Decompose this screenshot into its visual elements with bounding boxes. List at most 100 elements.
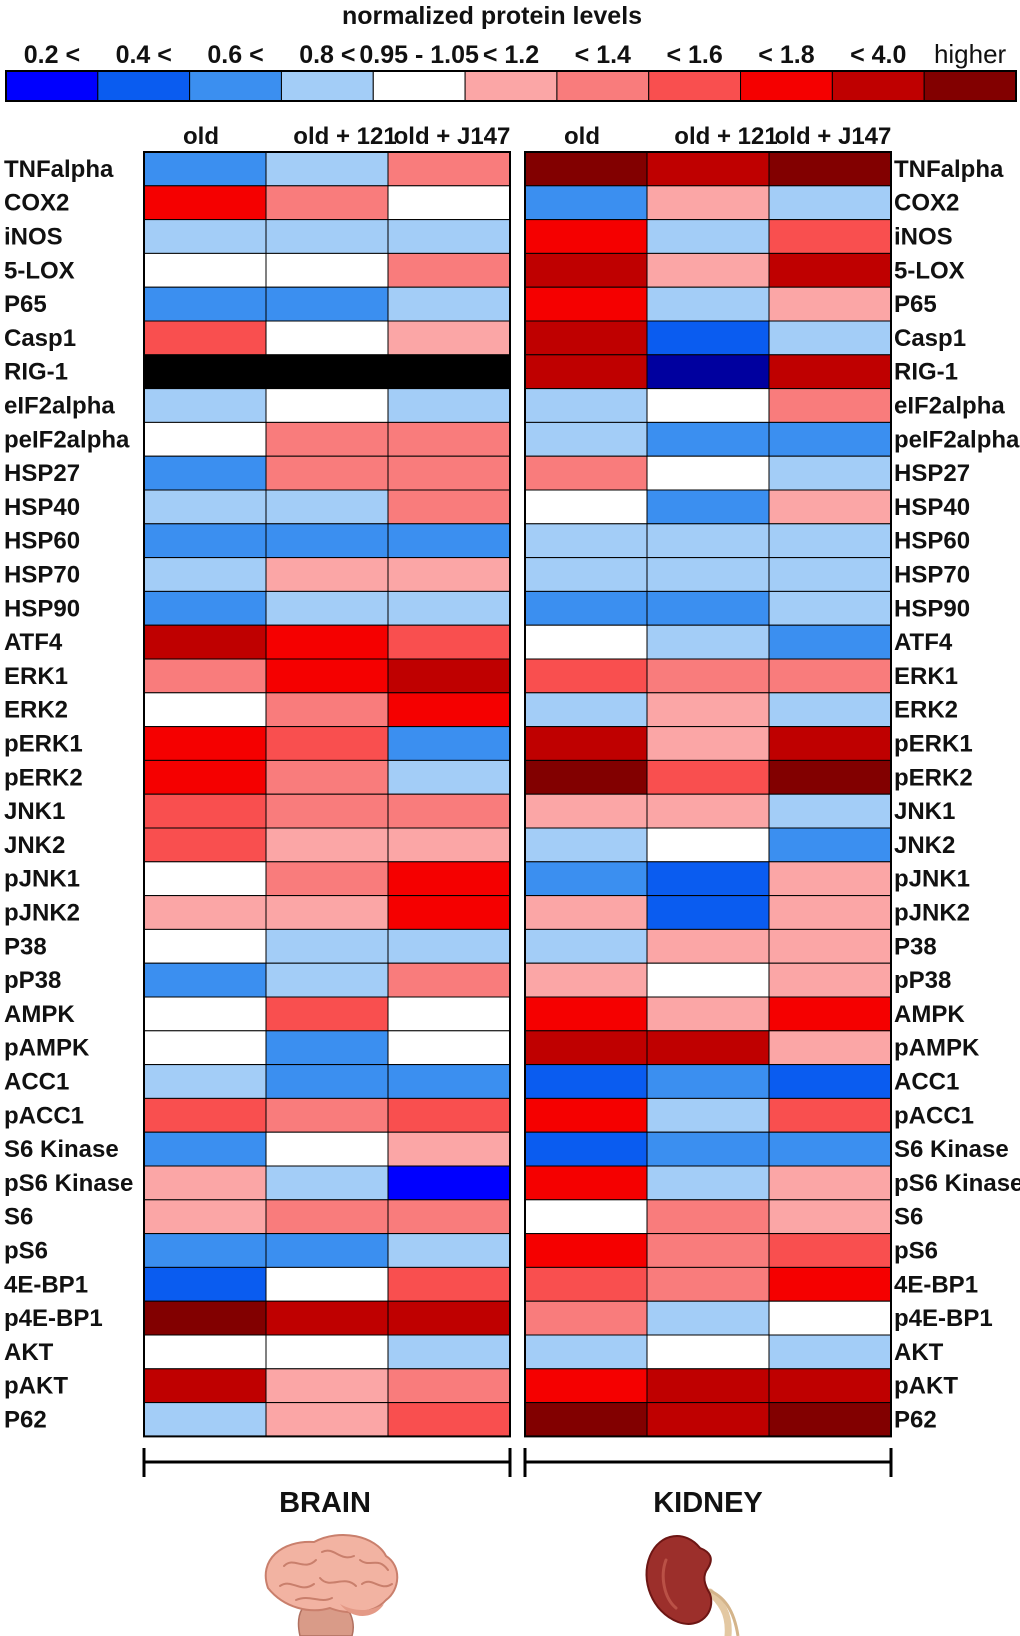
brain-cell-pacc1-old-121	[265, 1097, 389, 1133]
legend-label: 0.8 <	[299, 41, 355, 69]
kidney-cell-p65-old-j147	[768, 286, 892, 322]
kidney-cell-cox2-old	[524, 185, 648, 221]
brain-cell-p65-old-j147	[387, 286, 511, 322]
kidney-cell-4e-bp1-old-j147	[768, 1266, 892, 1302]
kidney-cell-tnfalpha-old-121	[646, 151, 770, 187]
brain-cell-acc1-old-121	[265, 1064, 389, 1099]
kidney-cell-tnfalpha-old	[524, 151, 648, 187]
brain-cell-5-lox-old	[143, 252, 267, 288]
kidney-cell-eif2alpha-old-j147	[768, 388, 892, 423]
brain-cell-casp1-old-121	[265, 320, 389, 356]
row-label-right: HSP90	[894, 595, 970, 622]
kidney-cell-p38-old-j147	[768, 928, 892, 964]
kidney-cell-pacc1-old	[524, 1097, 648, 1133]
kidney-cell-pakt-old-j147	[768, 1368, 892, 1404]
kidney-cell-erk1-old-121	[646, 658, 770, 694]
kidney-cell-rig-1-old-121	[646, 354, 770, 390]
kidney-cell-akt-old	[524, 1334, 648, 1370]
kidney-cell-pjnk1-old	[524, 861, 648, 897]
kidney-cell-pampk-old	[524, 1030, 648, 1066]
legend-swatch-b3	[189, 70, 282, 102]
kidney-column-header: old + 121	[674, 123, 777, 150]
brain-cell-rig-1-old-121	[265, 354, 389, 390]
brain-cell-perk1-old-121	[265, 726, 389, 761]
legend-label: 0.95 - 1.05	[359, 41, 479, 69]
kidney-cell-hsp60-old	[524, 523, 648, 559]
row-label-left: P38	[4, 933, 47, 960]
kidney-cell-ampk-old-j147	[768, 996, 892, 1032]
kidney-cell-ps6-kinase-old	[524, 1165, 648, 1201]
brain-cell-hsp70-old	[143, 557, 267, 592]
kidney-cell-4e-bp1-old	[524, 1266, 648, 1302]
brain-cell-p38-old-j147	[387, 928, 511, 964]
brain-cell-akt-old-j147	[387, 1334, 511, 1370]
brain-grid-frame	[143, 151, 511, 1438]
legend-swatches	[5, 70, 1017, 102]
row-label-left: COX2	[4, 190, 69, 217]
legend-swatch-r4	[740, 70, 833, 102]
kidney-cell-rig-1-old-j147	[768, 354, 892, 390]
brain-cell-perk2-old-121	[265, 759, 389, 795]
legend-swatch-b1	[5, 70, 99, 102]
brain-cell-4e-bp1-old-121	[265, 1266, 389, 1302]
row-label-right: p4E-BP1	[894, 1305, 993, 1332]
row-label-left: pERK1	[4, 731, 83, 758]
brain-cell-pjnk2-old-j147	[387, 895, 511, 930]
kidney-cell-ps6-old-j147	[768, 1233, 892, 1268]
brain-cell-4e-bp1-old-j147	[387, 1266, 511, 1302]
brain-cell-inos-old	[143, 219, 267, 254]
brain-cell-s6-old-j147	[387, 1199, 511, 1235]
kidney-cell-p4e-bp1-old	[524, 1300, 648, 1336]
brain-cell-jnk2-old-121	[265, 827, 389, 863]
kidney-cell-rig-1-old	[524, 354, 648, 390]
brain-cell-pjnk2-old-121	[265, 895, 389, 930]
row-label-left: ERK2	[4, 697, 68, 724]
kidney-cell-pampk-old-121	[646, 1030, 770, 1066]
kidney-cell-atf4-old-j147	[768, 624, 892, 660]
row-label-right: eIF2alpha	[894, 393, 1005, 420]
brain-cell-p62-old-j147	[387, 1402, 511, 1437]
kidney-cell-perk2-old-121	[646, 759, 770, 795]
brain-cell-cox2-old-j147	[387, 185, 511, 221]
legend-label: higher	[934, 39, 1007, 69]
kidney-cell-acc1-old-121	[646, 1064, 770, 1099]
brain-cell-pp38-old-j147	[387, 962, 511, 998]
kidney-cell-akt-old-121	[646, 1334, 770, 1370]
brain-cell-akt-old-121	[265, 1334, 389, 1370]
brain-cell-p38-old-121	[265, 928, 389, 964]
row-label-right: S6	[894, 1204, 923, 1231]
brain-cell-ampk-old-121	[265, 996, 389, 1032]
row-label-right: P38	[894, 933, 937, 960]
row-label-right: P62	[894, 1407, 937, 1434]
brain-cell-erk1-old	[143, 658, 267, 694]
row-label-left: ATF4	[4, 629, 63, 656]
brain-cell-atf4-old	[143, 624, 267, 660]
row-label-right: P65	[894, 291, 937, 318]
kidney-cell-jnk2-old-j147	[768, 827, 892, 863]
row-label-right: ACC1	[894, 1069, 959, 1096]
row-label-right: pACC1	[894, 1102, 974, 1129]
brain-cell-jnk2-old	[143, 827, 267, 863]
brain-heatmap	[143, 151, 511, 1438]
kidney-cell-atf4-old	[524, 624, 648, 660]
kidney-cell-peif2alpha-old	[524, 421, 648, 457]
brain-cell-ampk-old	[143, 996, 267, 1032]
brain-cell-peif2alpha-old-j147	[387, 421, 511, 457]
brain-cell-s6-old-121	[265, 1199, 389, 1235]
kidney-cell-pjnk2-old-j147	[768, 895, 892, 930]
row-label-left: pP38	[4, 967, 61, 994]
kidney-cell-hsp40-old-121	[646, 489, 770, 525]
row-label-right: pP38	[894, 967, 951, 994]
legend-swatch-r1	[464, 70, 558, 102]
brain-cell-jnk1-old-j147	[387, 793, 511, 829]
brain-cell-hsp70-old-j147	[387, 557, 511, 592]
brain-cell-pp38-old	[143, 962, 267, 998]
kidney-cell-erk2-old-j147	[768, 692, 892, 728]
kidney-cell-hsp90-old-j147	[768, 590, 892, 626]
brain-cell-eif2alpha-old-121	[265, 388, 389, 423]
kidney-column-header: old	[564, 123, 600, 150]
kidney-cell-pjnk2-old	[524, 895, 648, 930]
row-label-right: JNK2	[894, 832, 955, 859]
kidney-bracket	[523, 1448, 893, 1477]
